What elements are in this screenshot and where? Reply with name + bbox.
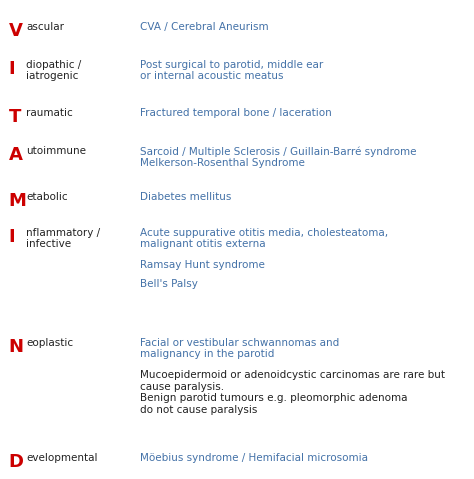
Text: Mucoepidermoid or adenoidcystic carcinomas are rare but
cause paralysis.
Benign : Mucoepidermoid or adenoidcystic carcinom…	[140, 370, 445, 415]
Text: V: V	[9, 22, 22, 40]
Text: D: D	[9, 453, 24, 471]
Text: ascular: ascular	[26, 22, 64, 32]
Text: Bell's Palsy: Bell's Palsy	[140, 279, 198, 289]
Text: I: I	[9, 60, 15, 78]
Text: Diabetes mellitus: Diabetes mellitus	[140, 192, 231, 202]
Text: nflammatory /
infective: nflammatory / infective	[26, 228, 100, 249]
Text: Ramsay Hunt syndrome: Ramsay Hunt syndrome	[140, 260, 264, 270]
Text: Möebius syndrome / Hemifacial microsomia: Möebius syndrome / Hemifacial microsomia	[140, 453, 368, 463]
Text: Post surgical to parotid, middle ear
or internal acoustic meatus: Post surgical to parotid, middle ear or …	[140, 60, 323, 81]
Text: etabolic: etabolic	[26, 192, 68, 202]
Text: M: M	[9, 192, 27, 210]
Text: Sarcoid / Multiple Sclerosis / Guillain-Barré syndrome
Melkerson-Rosenthal Syndr: Sarcoid / Multiple Sclerosis / Guillain-…	[140, 146, 416, 168]
Text: CVA / Cerebral Aneurism: CVA / Cerebral Aneurism	[140, 22, 268, 32]
Text: Fractured temporal bone / laceration: Fractured temporal bone / laceration	[140, 108, 332, 118]
Text: raumatic: raumatic	[26, 108, 73, 118]
Text: Acute suppurative otitis media, cholesteatoma,
malignant otitis externa: Acute suppurative otitis media, choleste…	[140, 228, 388, 249]
Text: I: I	[9, 228, 15, 246]
Text: A: A	[9, 146, 22, 164]
Text: eoplastic: eoplastic	[26, 338, 73, 348]
Text: diopathic /
iatrogenic: diopathic / iatrogenic	[26, 60, 82, 81]
Text: Facial or vestibular schwannomas and
malignancy in the parotid: Facial or vestibular schwannomas and mal…	[140, 338, 339, 359]
Text: utoimmune: utoimmune	[26, 146, 86, 156]
Text: T: T	[9, 108, 21, 126]
Text: evelopmental: evelopmental	[26, 453, 98, 463]
Text: N: N	[9, 338, 24, 356]
